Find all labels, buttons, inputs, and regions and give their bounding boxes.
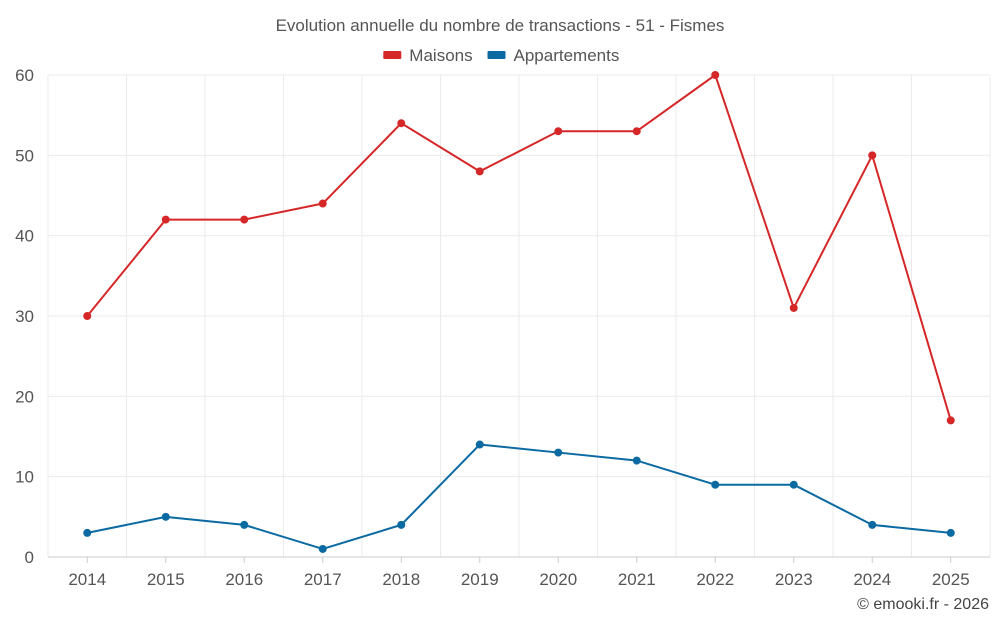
- x-tick-label: 2022: [696, 570, 734, 589]
- x-tick-label: 2014: [68, 570, 106, 589]
- data-point-maisons[interactable]: [240, 215, 249, 224]
- data-point-maisons[interactable]: [946, 416, 955, 425]
- data-point-maisons[interactable]: [83, 312, 92, 320]
- series-appartements: [83, 440, 955, 553]
- x-tick-label: 2021: [618, 570, 656, 589]
- x-tick-label: 2015: [147, 570, 185, 589]
- chart-title: Evolution annuelle du nombre de transact…: [276, 16, 725, 35]
- data-point-maisons[interactable]: [789, 303, 798, 312]
- data-point-maisons[interactable]: [632, 127, 641, 136]
- data-point-appartements[interactable]: [83, 528, 92, 537]
- data-point-appartements[interactable]: [397, 520, 406, 529]
- y-tick-label: 30: [15, 307, 34, 326]
- data-point-maisons[interactable]: [475, 167, 484, 176]
- data-point-appartements[interactable]: [946, 528, 955, 537]
- data-point-appartements[interactable]: [161, 512, 170, 521]
- legend-label-maisons: Maisons: [409, 46, 472, 65]
- data-point-maisons[interactable]: [161, 215, 170, 224]
- legend-swatch-appartements: [487, 51, 506, 59]
- data-point-appartements[interactable]: [318, 544, 327, 553]
- y-tick-label: 50: [15, 146, 34, 165]
- legend: Maisons Appartements: [383, 46, 619, 65]
- x-tick-label: 2020: [539, 570, 577, 589]
- data-point-maisons[interactable]: [711, 71, 720, 79]
- data-point-appartements[interactable]: [789, 480, 798, 489]
- legend-item-appartements[interactable]: Appartements: [487, 46, 620, 65]
- series-line-appartements: [87, 443, 951, 550]
- legend-swatch-maisons: [383, 51, 402, 59]
- data-point-maisons[interactable]: [554, 127, 563, 136]
- x-tick-label: 2019: [461, 570, 499, 589]
- x-tick-label: 2018: [382, 570, 420, 589]
- legend-label-appartements: Appartements: [514, 46, 620, 65]
- y-tick-label: 10: [15, 468, 34, 487]
- data-point-appartements[interactable]: [868, 520, 877, 529]
- y-tick-label: 0: [25, 548, 34, 567]
- series-line-maisons: [86, 74, 952, 421]
- data-point-maisons[interactable]: [397, 119, 406, 128]
- x-tick-label: 2025: [932, 570, 970, 589]
- data-point-appartements[interactable]: [632, 456, 641, 465]
- data-point-appartements[interactable]: [554, 448, 563, 457]
- data-point-appartements[interactable]: [240, 520, 249, 529]
- axes: 0 10 20 30 40 50 60 2014 2015 2016 2017 2018 2019 202…: [15, 66, 990, 589]
- x-tick-label: 2024: [853, 570, 891, 589]
- x-tick-label: 2017: [304, 570, 342, 589]
- data-point-maisons[interactable]: [868, 151, 877, 160]
- credit-text: © emooki.fr - 2026: [857, 596, 989, 613]
- data-point-maisons[interactable]: [318, 199, 327, 208]
- series-maisons: [83, 71, 955, 425]
- y-tick-label: 60: [15, 66, 34, 85]
- y-tick-label: 40: [15, 227, 34, 246]
- legend-item-maisons[interactable]: Maisons: [383, 46, 473, 65]
- data-point-appartements[interactable]: [475, 440, 484, 449]
- data-point-appartements[interactable]: [711, 480, 720, 489]
- grid: [47, 74, 991, 557]
- series-layer: [83, 71, 955, 553]
- y-tick-label: 20: [15, 387, 34, 406]
- x-tick-label: 2016: [225, 570, 263, 589]
- x-tick-label: 2023: [775, 570, 813, 589]
